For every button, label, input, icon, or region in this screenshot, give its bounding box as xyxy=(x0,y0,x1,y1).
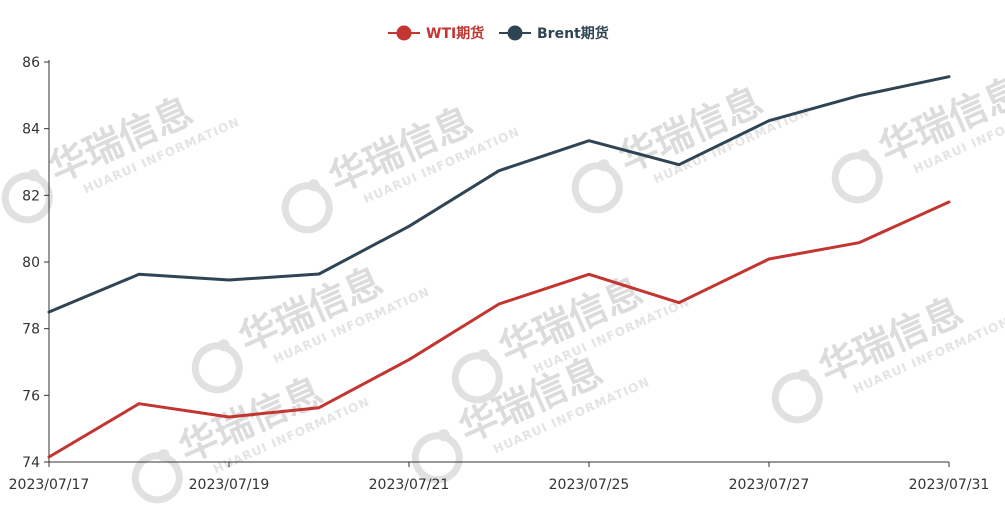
watermark-logo-dot xyxy=(857,149,870,162)
watermark-logo-icon xyxy=(411,432,463,484)
watermark-logo-icon xyxy=(771,372,823,424)
x-tick-label: 2023/07/17 xyxy=(9,477,90,493)
watermark-logo-icon xyxy=(131,452,183,504)
watermark-logo-dot xyxy=(437,429,450,442)
legend[interactable]: WTI期货 Brent期货 xyxy=(388,25,609,42)
x-tick-label: 2023/07/25 xyxy=(549,477,630,493)
series-layer xyxy=(47,75,951,459)
watermark-logo-dot xyxy=(217,339,230,352)
y-tick-label: 76 xyxy=(22,388,40,404)
y-tick-label: 84 xyxy=(22,122,40,138)
y-axis-ticks: 74 76 78 80 82 84 86 xyxy=(22,55,49,471)
watermark-logo-icon xyxy=(451,352,503,404)
watermark-logo-dot xyxy=(307,179,320,192)
watermark-logo-icon xyxy=(191,342,243,394)
legend-label: Brent期货 xyxy=(537,25,609,42)
legend-marker-icon xyxy=(507,25,523,41)
watermark-logo-dot xyxy=(597,159,610,172)
watermark-logo-icon xyxy=(831,152,883,204)
x-axis-ticks: 2023/07/17 2023/07/19 2023/07/21 2023/07/25… xyxy=(9,462,990,493)
y-tick-label: 74 xyxy=(22,455,40,471)
x-tick-label: 2023/07/19 xyxy=(189,477,270,493)
watermark-logo-dot xyxy=(797,369,810,382)
x-tick-label: 2023/07/27 xyxy=(729,477,810,493)
watermark-logo-dot xyxy=(27,169,40,182)
y-tick-label: 78 xyxy=(22,322,40,338)
legend-item-brent[interactable]: Brent期货 xyxy=(499,25,609,42)
series-line-brent[interactable] xyxy=(47,75,951,314)
watermark-logo-icon xyxy=(1,172,53,224)
legend-label: WTI期货 xyxy=(426,25,484,42)
watermark-logo-icon xyxy=(571,162,623,214)
x-tick-label: 2023/07/31 xyxy=(909,477,990,493)
x-tick-label: 2023/07/21 xyxy=(369,477,450,493)
legend-item-wti[interactable]: WTI期货 xyxy=(388,25,484,42)
y-tick-label: 82 xyxy=(22,188,40,204)
watermark-logo-icon xyxy=(281,182,333,234)
watermark-logo-dot xyxy=(157,449,170,462)
y-tick-label: 86 xyxy=(22,55,40,71)
y-tick-label: 80 xyxy=(22,255,40,271)
watermark-logo-dot xyxy=(477,349,490,362)
series-line-wti[interactable] xyxy=(47,200,951,459)
legend-marker-icon xyxy=(396,25,412,41)
